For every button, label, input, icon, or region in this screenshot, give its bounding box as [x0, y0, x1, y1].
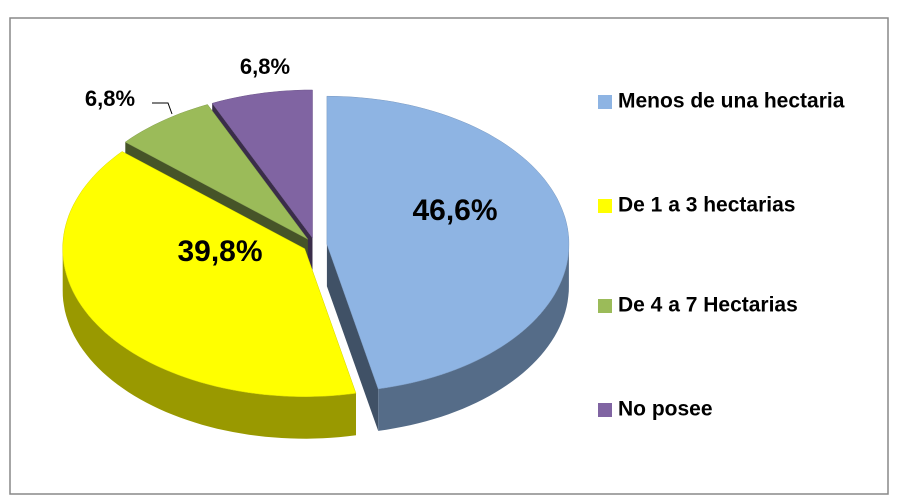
slice-face	[326, 244, 379, 431]
data-label: 6,8%	[240, 54, 290, 79]
slice-side	[378, 244, 569, 431]
legend-swatch	[598, 95, 612, 109]
slice	[124, 104, 309, 240]
slice	[211, 89, 313, 239]
leader-line	[152, 102, 173, 115]
legend-label: No posee	[618, 398, 713, 421]
slice	[62, 151, 357, 397]
pie	[62, 89, 570, 439]
slice-side	[62, 248, 356, 439]
labels: 46,6% 39,8% 6,8% 6,8%	[85, 54, 498, 268]
legend-swatch	[598, 403, 612, 417]
data-label: 46,6%	[412, 194, 497, 227]
data-label: 6,8%	[85, 86, 135, 111]
slice	[326, 95, 570, 390]
legend: Menos de una hectaria De 1 a 3 hectarias D…	[598, 90, 845, 421]
legend-label: De 1 a 3 hectarias	[618, 194, 795, 217]
legend-label: De 4 a 7 Hectarias	[618, 294, 798, 317]
legend-swatch	[598, 199, 612, 213]
data-label: 39,8%	[177, 235, 262, 268]
legend-swatch	[598, 299, 612, 313]
legend-label: Menos de una hectaria	[618, 90, 845, 113]
